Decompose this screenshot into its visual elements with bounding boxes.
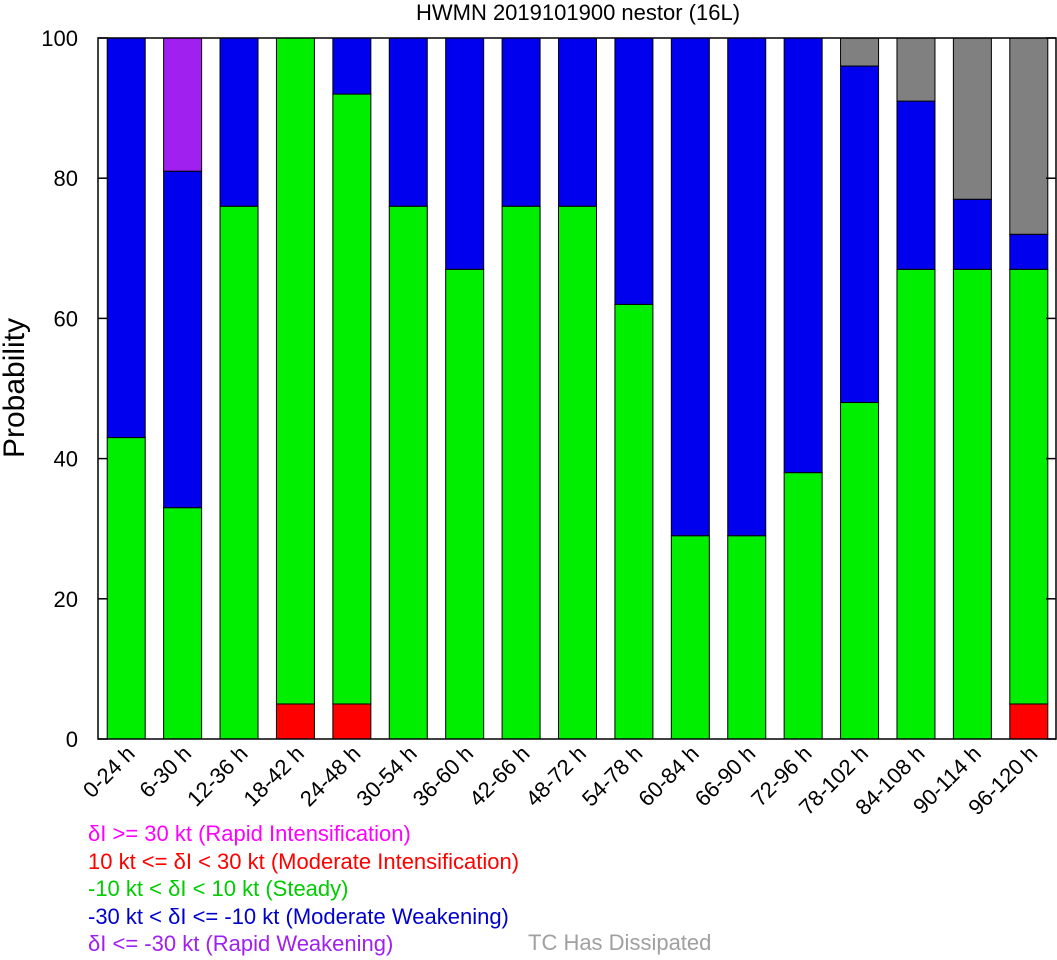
bar-mw-6 [445,37,485,270]
bar-mw-14 [896,100,936,270]
y-tick-label-3: 60 [54,306,78,331]
bar-mw-12 [783,37,823,474]
y-axis-label: Probability [0,318,31,458]
y-tick-label-1: 20 [54,587,78,612]
legend: δI >= 30 kt (Rapid Intensification) 10 k… [88,820,519,958]
bar-mw-0 [106,37,146,439]
bar-mw-9 [614,37,654,305]
bar-steady-11 [727,535,767,740]
bar-steady-4 [332,93,372,705]
bar-mi-16 [1009,703,1049,740]
bar-steady-0 [106,437,146,740]
bar-steady-10 [670,535,710,740]
bar-dissipated-16 [1009,37,1049,235]
bar-mw-15 [952,198,992,270]
x-tick-label-10: 60-84 h [633,741,703,811]
bar-mw-10 [670,37,710,537]
chart-title: HWMN 2019101900 nestor (16L) [416,0,740,25]
bar-steady-13 [840,402,880,740]
bar-dissipated-13 [840,37,880,67]
y-tick-label-5: 100 [41,26,78,51]
bar-mw-5 [388,37,428,207]
bar-mw-11 [727,37,767,537]
bar-dissipated-14 [896,37,936,102]
x-tick-label-4: 24-48 h [295,741,365,811]
x-tick-label-7: 42-66 h [464,741,534,811]
x-tick-label-3: 18-42 h [239,741,309,811]
bar-steady-7 [501,205,541,740]
bar-steady-3 [275,37,315,705]
x-tick-label-11: 66-90 h [690,741,760,811]
y-tick-label-0: 0 [66,727,78,752]
bar-steady-1 [163,507,203,740]
bar-steady-9 [614,303,654,740]
legend-entry-dissipated: TC Has Dissipated [528,930,712,955]
x-tick-label-2: 12-36 h [182,741,252,811]
bar-mw-8 [558,37,597,207]
bar-steady-5 [388,205,428,740]
bar-steady-15 [952,268,992,740]
legend-entry-moderate-intensification: 10 kt <= δI < 30 kt (Moderate Intensific… [88,848,520,874]
legend-entry-moderate-weakening: -30 kt < δI <= -10 kt (Moderate Weakenin… [88,903,509,929]
x-tick-label-9: 54-78 h [577,741,647,811]
x-tick-label-5: 30-54 h [351,741,421,811]
plot-frame [97,37,1057,740]
bar-mi-3 [275,703,315,740]
bars-group [106,37,1049,740]
legend-entry-steady: -10 kt < δI < 10 kt (Steady) [88,876,349,901]
bar-mw-16 [1009,233,1049,270]
bar-steady-8 [558,205,597,740]
bar-rw-1 [163,37,203,172]
x-tick-label-6: 36-60 h [408,741,478,811]
bar-mw-7 [501,37,541,207]
bar-steady-16 [1009,268,1049,705]
bar-mi-4 [332,703,372,740]
x-tick-label-0: 0-24 h [78,741,140,803]
y-tick-label-4: 80 [54,166,78,191]
bar-dissipated-15 [952,37,992,200]
bar-steady-14 [896,268,936,740]
bar-mw-1 [163,170,203,509]
bar-mw-13 [840,65,880,404]
bar-steady-12 [783,472,823,740]
bar-mw-2 [219,37,259,207]
legend-entry-rapid-intensification: δI >= 30 kt (Rapid Intensification) [88,821,411,846]
bar-mw-4 [332,37,372,95]
bar-steady-6 [445,268,485,740]
bar-steady-2 [219,205,259,740]
y-tick-label-2: 40 [54,447,78,472]
legend-entry-rapid-weakening: δI <= -30 kt (Rapid Weakening) [88,931,394,956]
x-tick-label-8: 48-72 h [521,741,591,811]
